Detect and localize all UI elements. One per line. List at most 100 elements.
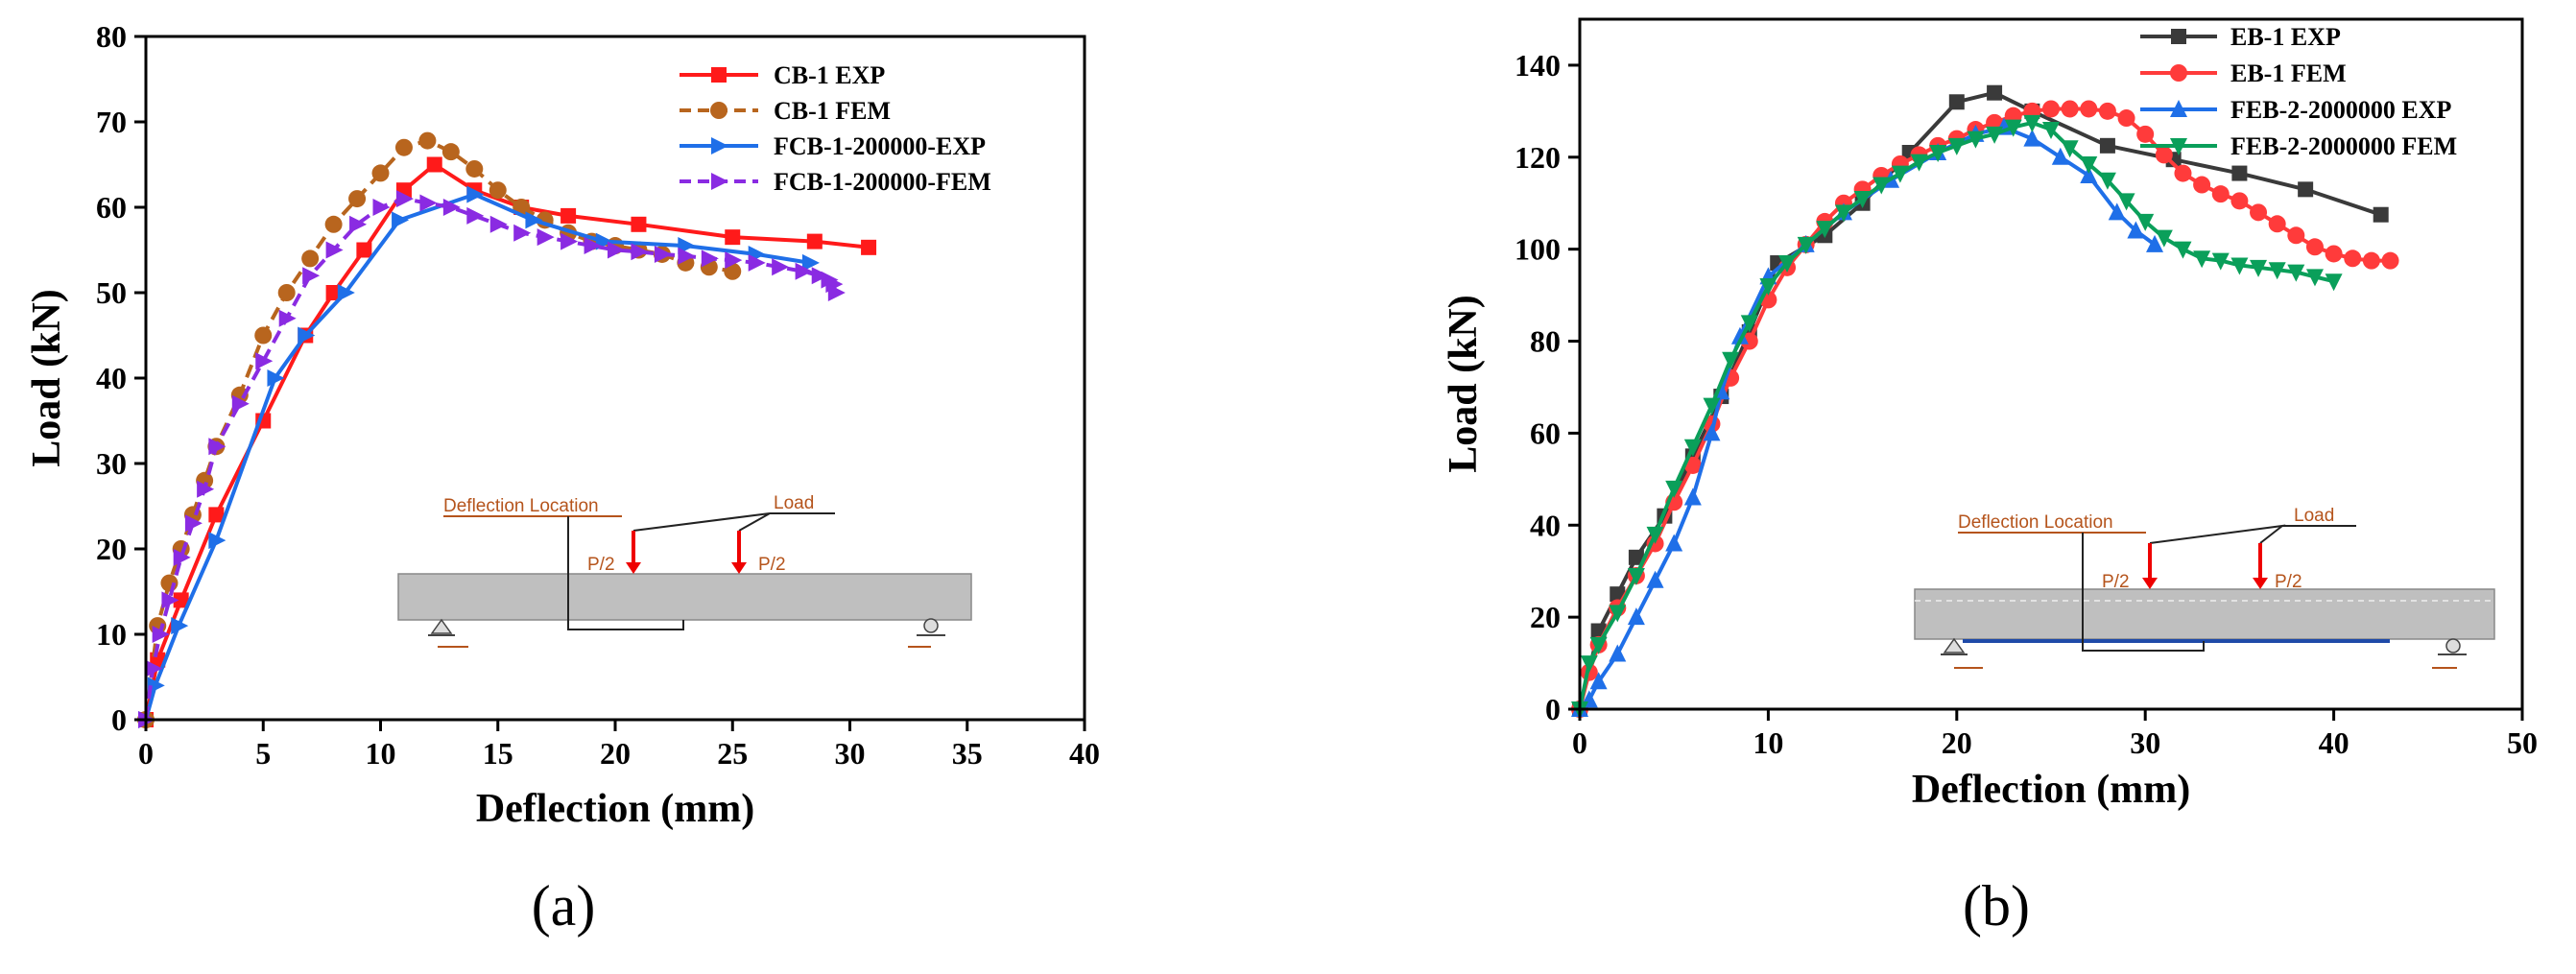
a-x-tick-label: 10 [366, 736, 396, 771]
a-series-3-point [184, 514, 203, 533]
a-inset-roller-support [923, 618, 939, 633]
b-series-3-point [1609, 605, 1627, 623]
a-inset-deflection-bracket [567, 516, 684, 630]
a-x-tick-label: 25 [717, 736, 748, 771]
a-series-1-point [277, 284, 296, 301]
b-series-3-point [2268, 262, 2286, 280]
a-inset-load-label: Load [774, 493, 814, 513]
b-series-1-point [2080, 100, 2098, 118]
b-series-3-point [1872, 177, 1891, 195]
b-series-1-point [2362, 251, 2380, 270]
a-series-3-point [145, 659, 163, 677]
b-series-3-point [2305, 269, 2324, 287]
b-series-2-point [1730, 326, 1749, 344]
b-series-3-point [2325, 273, 2343, 292]
b-legend-marker-2 [2170, 100, 2187, 117]
a-series-2-line [144, 192, 811, 721]
b-series-3-point [2117, 193, 2135, 211]
a-y-tick-label: 30 [96, 446, 127, 481]
b-inset-pin-support [1943, 637, 1966, 653]
b-legend-marker-0 [2171, 29, 2186, 44]
a-legend-label-2: FCB-1-200000-EXP [774, 132, 986, 160]
a-inset-beam [397, 573, 972, 621]
a-series-3-point [152, 626, 170, 643]
b-legend-label-3: FEB-2-2000000 FEM [2230, 132, 2457, 160]
b-axes-frame [1578, 17, 2524, 711]
b-series-3-point [1759, 278, 1777, 297]
b-series-3-point [2174, 241, 2192, 259]
a-series-0-point [426, 156, 442, 173]
b-y-tick-label: 100 [1515, 232, 1561, 267]
b-series-3-point [1853, 190, 1872, 208]
a-series-3-point [827, 284, 846, 301]
b-series-3-point [1627, 567, 1645, 585]
b-series-3-point [1722, 351, 1740, 369]
b-inset-load-label: Load [2294, 506, 2334, 526]
a-inset-load-lines [632, 512, 771, 532]
b-series-3-point [1929, 145, 1947, 163]
b-series-3-point [2080, 155, 2098, 174]
a-inset-arrowhead-left [626, 562, 641, 574]
b-series-3-point [1683, 439, 1702, 457]
a-series-3-point [161, 591, 179, 609]
b-x-tick-label: 0 [1572, 725, 1587, 760]
a-series-1-point [301, 249, 320, 268]
b-axis-ticks: 0 10 20 30 40 50 0 20 40 60 80 100 120 140 [1515, 48, 2538, 760]
chart-panel-b: Deflection Location Load P/2 P/2 EB-1 EX… [1442, 17, 2538, 938]
b-legend: EB-1 EXP EB-1 FEM FEB-2-2000000 EXP FEB-2-2… [2140, 23, 2457, 160]
a-panel-label: (a) [532, 874, 596, 938]
a-series-3-point [325, 241, 344, 259]
b-y-tick-label: 80 [1530, 324, 1561, 359]
b-series-3-point [2004, 119, 2022, 137]
b-y-tick-label: 0 [1545, 692, 1561, 726]
b-series-1-point [2155, 146, 2173, 164]
b-series-3-point [1589, 636, 1608, 654]
b-series-0-point [2298, 181, 2314, 198]
b-series-1-point [2325, 245, 2343, 263]
a-series-3-point [748, 253, 766, 272]
b-series-0-point [2099, 137, 2115, 154]
b-legend-marker-3 [2170, 138, 2187, 155]
a-series-3-point [678, 247, 696, 265]
b-y-tick-label: 120 [1515, 140, 1561, 175]
a-series-1-point [324, 215, 343, 233]
a-y-tick-label: 70 [96, 105, 127, 139]
b-series-1-point [2211, 185, 2230, 203]
b-series-3-point [2230, 257, 2249, 275]
b-series-2-point [1646, 570, 1664, 588]
b-x-axis-title: Deflection (mm) [1912, 768, 2190, 812]
b-inset-deflection-bracket [2082, 533, 2205, 652]
b-plot-area [1571, 84, 2399, 719]
b-series-3-point [1665, 480, 1683, 498]
b-series-3-point [1740, 315, 1758, 333]
a-series-0-point [356, 242, 372, 258]
a-x-tick-label: 40 [1069, 736, 1100, 771]
b-series-1-point [2193, 176, 2211, 194]
b-series-3-point [2193, 250, 2211, 269]
a-series-0-point [325, 285, 342, 300]
a-y-tick-label: 40 [96, 361, 127, 395]
a-series-2-point [171, 617, 189, 635]
b-series-1-point [2268, 215, 2286, 233]
a-series-3-point [255, 352, 274, 370]
b-y-tick-label: 140 [1515, 48, 1561, 83]
a-series-0-point [806, 233, 823, 249]
a-x-tick-label: 15 [483, 736, 513, 771]
a-series-1-point [489, 181, 507, 200]
b-inset-arrowhead-right [2253, 578, 2268, 589]
b-series-1-point [2117, 109, 2135, 128]
a-series-1-point [465, 159, 484, 178]
b-inset-deflection-label: Deflection Location [1958, 512, 2113, 533]
a-inset-p-half-right: P/2 [758, 555, 786, 575]
b-x-tick-label: 30 [2130, 725, 2160, 760]
a-series-0-line [144, 162, 870, 721]
b-legend-label-1: EB-1 FEM [2230, 59, 2347, 87]
a-x-axis-title: Deflection (mm) [476, 787, 754, 831]
b-x-tick-label: 10 [1753, 725, 1783, 760]
a-series-2-point [392, 211, 410, 229]
b-series-3-point [1986, 126, 2004, 144]
b-series-1-point [2381, 251, 2399, 270]
b-series-3-point [1967, 131, 1985, 149]
a-series-1-point [160, 574, 179, 592]
a-series-3-point [231, 394, 250, 413]
